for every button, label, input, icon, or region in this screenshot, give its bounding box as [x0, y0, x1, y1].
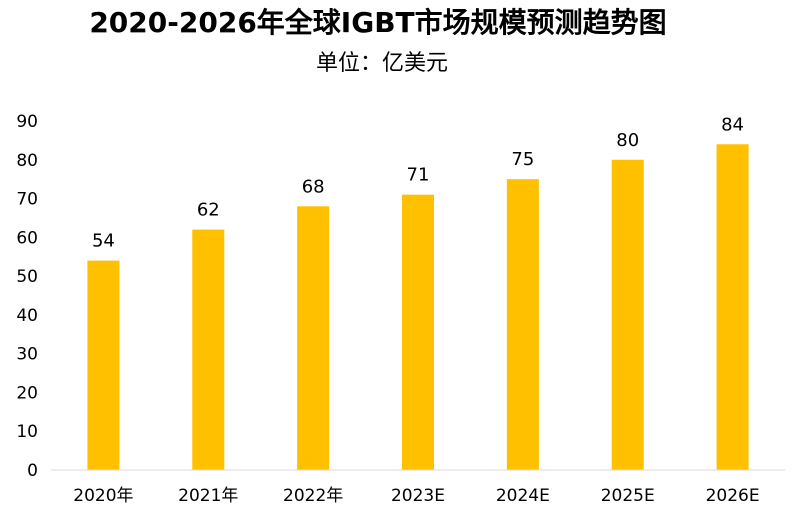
y-tick-label: 90: [16, 112, 38, 132]
bar-value-label: 54: [92, 231, 115, 252]
y-tick-label: 70: [16, 190, 38, 210]
y-tick-label: 20: [16, 383, 38, 403]
x-tick-label: 2021年: [178, 486, 238, 506]
x-tick-label: 2026E: [706, 486, 760, 506]
y-tick-label: 60: [16, 228, 38, 248]
y-tick-label: 40: [16, 306, 38, 326]
bar-value-label: 68: [302, 176, 325, 197]
y-tick-label: 50: [16, 267, 38, 287]
chart-title: 2020-2026年全球IGBT市场规模预测趋势图: [89, 6, 666, 39]
bar: [506, 179, 539, 470]
x-tick-label: 2025E: [601, 486, 655, 506]
x-tick-label: 2024E: [496, 486, 550, 506]
bar: [402, 194, 434, 470]
x-axis-tick-labels: 2020年 2021年 2022年 2023E 2024E 2025E 2026E: [73, 486, 759, 506]
bars: [87, 144, 749, 471]
y-tick-label: 0: [27, 461, 38, 481]
bar-value-label: 75: [511, 149, 534, 170]
bar-value-label: 84: [721, 114, 744, 135]
bar: [611, 159, 644, 470]
bar-value-label: 62: [197, 200, 220, 221]
data-labels: 54 62 68 71 75 80 84: [92, 114, 744, 251]
bar-value-label: 80: [616, 130, 639, 151]
y-axis-tick-labels: 0 10 20 30 40 50 60 70 80 90: [16, 112, 38, 481]
bar: [87, 260, 120, 470]
y-tick-label: 10: [16, 422, 38, 442]
bar-value-label: 71: [407, 165, 430, 186]
x-tick-label: 2020年: [73, 486, 133, 506]
y-tick-label: 80: [16, 151, 38, 171]
y-tick-label: 30: [16, 345, 38, 365]
bar: [192, 229, 225, 470]
bar: [716, 144, 749, 470]
x-tick-label: 2022年: [283, 486, 343, 506]
chart-subtitle: 单位：亿美元: [316, 51, 448, 76]
x-tick-label: 2023E: [391, 486, 445, 506]
bar: [297, 206, 330, 471]
